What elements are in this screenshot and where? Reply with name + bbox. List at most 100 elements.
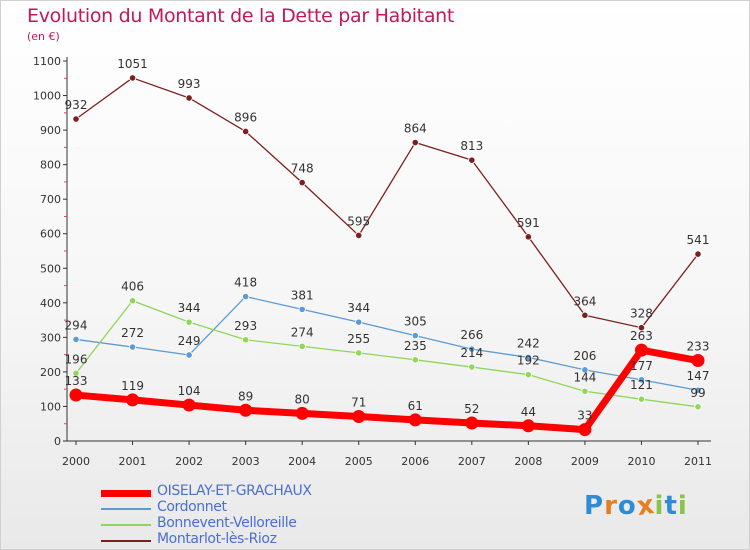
data-label: 1051 [117, 57, 148, 71]
y-tick-label: 400 [40, 297, 61, 310]
brand-letter: P [584, 491, 605, 521]
data-point [242, 336, 250, 344]
data-point [411, 138, 419, 147]
data-label: 52 [464, 402, 479, 416]
data-label: 381 [291, 288, 314, 302]
brand-letter: x [634, 489, 657, 523]
data-point [355, 318, 363, 326]
data-point [694, 386, 702, 394]
brand-letter: i [654, 491, 665, 521]
data-point [411, 332, 419, 340]
data-label: 864 [404, 122, 427, 136]
data-label: 294 [65, 318, 88, 332]
data-point [128, 74, 137, 82]
data-point [524, 233, 532, 241]
data-label: 44 [521, 405, 536, 419]
data-point [578, 423, 592, 437]
data-point [69, 388, 83, 402]
data-point [355, 349, 363, 357]
y-tick-label: 600 [40, 228, 61, 241]
data-point [694, 250, 702, 258]
y-tick-label: 200 [40, 366, 61, 379]
data-point [581, 311, 589, 319]
data-point [242, 127, 250, 136]
data-point [72, 369, 80, 377]
data-label: 595 [347, 214, 370, 228]
data-point [468, 345, 476, 353]
data-label: 932 [65, 98, 88, 112]
data-point [182, 398, 196, 412]
data-label: 104 [178, 384, 201, 398]
data-point [298, 342, 306, 350]
data-point [524, 353, 532, 361]
data-point [524, 371, 532, 379]
data-point [637, 324, 646, 332]
data-label: 121 [630, 378, 653, 392]
data-point [691, 354, 705, 368]
data-label: 233 [687, 340, 710, 354]
data-label: 344 [347, 301, 370, 315]
brand-logo: Proxiti [584, 489, 688, 523]
y-tick-label: 700 [40, 193, 61, 206]
data-label: 133 [65, 374, 88, 388]
data-label: 748 [291, 162, 314, 176]
y-tick-label: 0 [54, 435, 61, 448]
chart-title: Evolution du Montant de la Dette par Hab… [27, 5, 455, 27]
x-tick-label: 2010 [627, 455, 655, 468]
x-tick-label: 2011 [684, 455, 712, 468]
data-label: 993 [178, 77, 201, 91]
data-label: 206 [573, 349, 596, 363]
data-point [298, 179, 306, 187]
series-line-bonnevent-velloreille [75, 300, 699, 408]
data-label: 541 [687, 233, 710, 247]
chart-subtitle: (en €) [27, 30, 60, 43]
legend-swatch [101, 508, 151, 510]
x-tick-label: 2005 [345, 455, 373, 468]
data-label: 144 [573, 370, 596, 384]
brand-letter: t [664, 491, 678, 521]
series-line-cordonnet [75, 295, 699, 391]
x-tick-label: 2008 [514, 455, 542, 468]
legend-swatch [101, 490, 151, 497]
data-label: 242 [517, 336, 540, 350]
data-label: 328 [630, 307, 653, 321]
data-label: 99 [690, 386, 705, 400]
data-point [185, 94, 193, 102]
data-point [411, 356, 419, 364]
data-point [352, 409, 366, 423]
x-tick-label: 2002 [175, 455, 203, 468]
x-tick-label: 2009 [571, 455, 599, 468]
data-label: 344 [178, 301, 201, 315]
data-point [295, 406, 309, 420]
data-label: 119 [121, 379, 144, 393]
data-point [185, 318, 193, 326]
data-label: 263 [630, 329, 653, 343]
y-tick-label: 500 [40, 262, 61, 275]
data-point [128, 343, 137, 351]
data-point [128, 297, 137, 305]
y-tick-label: 1000 [33, 90, 61, 103]
y-tick-label: 1100 [33, 55, 61, 68]
series-line-montarlot-les-rioz [75, 77, 699, 329]
data-point [72, 115, 80, 123]
data-point [637, 376, 646, 384]
data-point [185, 351, 193, 359]
data-label: 196 [65, 352, 88, 366]
data-label: 272 [121, 326, 144, 340]
series-line-oiselay-et-grachaux [72, 346, 702, 434]
y-tick-label: 800 [40, 159, 61, 172]
data-label: 274 [291, 325, 314, 339]
x-tick-label: 2000 [62, 455, 90, 468]
data-label: 896 [234, 110, 257, 124]
data-label: 192 [517, 354, 540, 368]
legend-label: OISELAY-ET-GRACHAUX [157, 483, 312, 499]
data-point [521, 419, 535, 433]
data-point [581, 387, 589, 395]
y-tick-label: 900 [40, 124, 61, 137]
x-tick-label: 2006 [401, 455, 429, 468]
data-point [239, 403, 253, 417]
brand-letter: i [677, 491, 688, 521]
data-label: 80 [295, 392, 310, 406]
x-tick-label: 2007 [458, 455, 486, 468]
